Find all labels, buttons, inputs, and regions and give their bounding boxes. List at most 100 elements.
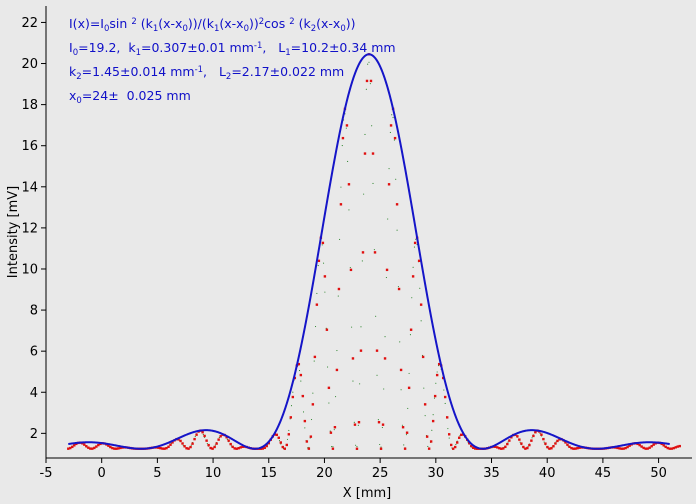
green-data-point <box>392 117 394 119</box>
red-data-point <box>83 443 86 446</box>
green-data-point <box>385 276 387 279</box>
red-data-point <box>409 328 413 331</box>
y-tick-label: 22 <box>21 16 38 31</box>
red-data-point <box>566 443 569 446</box>
x-tick-label: -5 <box>40 466 53 481</box>
red-data-point <box>299 373 303 377</box>
red-data-point <box>496 446 499 449</box>
red-data-point <box>472 446 475 449</box>
red-data-point <box>550 447 553 450</box>
green-data-point <box>356 445 358 448</box>
red-data-point <box>546 445 549 449</box>
red-data-point <box>640 445 643 448</box>
green-data-point <box>379 443 381 446</box>
red-data-point <box>337 287 341 291</box>
red-data-point <box>211 447 214 450</box>
red-data-point <box>281 445 284 449</box>
red-data-point <box>393 136 397 140</box>
red-data-point <box>437 362 441 366</box>
red-data-point <box>261 447 264 450</box>
green-data-point <box>323 262 325 264</box>
red-data-point <box>117 447 120 450</box>
green-data-point <box>393 139 395 141</box>
red-data-point <box>435 373 439 377</box>
red-data-point <box>291 395 295 399</box>
red-data-point <box>646 447 649 450</box>
red-data-point <box>207 443 210 447</box>
red-data-point <box>111 446 114 450</box>
y-tick-label: 12 <box>21 221 38 236</box>
green-data-point <box>316 292 318 294</box>
green-data-point <box>339 238 341 240</box>
red-data-point <box>91 447 94 450</box>
green-data-point <box>314 326 317 328</box>
y-tick-label: 16 <box>21 139 38 154</box>
red-data-point <box>93 446 96 450</box>
green-data-point <box>317 265 319 267</box>
green-data-point <box>335 396 337 398</box>
envelope-fit-line <box>68 53 670 450</box>
red-data-point <box>622 447 625 450</box>
red-data-point <box>433 394 437 398</box>
plot-area: 2 4 6 8 10 12 14 16 18 20 22 -5 0 5 10 15 20 25 30 35 40 45 5… <box>21 6 692 481</box>
red-data-point <box>458 436 461 439</box>
green-data-point <box>369 83 371 85</box>
y-tick-label: 10 <box>21 262 38 277</box>
green-data-point <box>302 411 305 413</box>
red-data-point <box>620 447 623 450</box>
green-data-point <box>355 444 357 446</box>
green-data-point <box>348 209 350 211</box>
y-ticks: 2 4 6 8 10 12 14 16 18 20 22 <box>21 16 46 442</box>
red-data-point <box>522 445 525 449</box>
red-data-point <box>363 152 367 155</box>
fit-annotation: I(x)=I0sin 2 (k1(x-x0))/(k1(x-x0))2cos 2… <box>69 16 396 106</box>
x-tick-label: 5 <box>153 466 161 481</box>
green-data-point <box>408 372 410 374</box>
red-data-point <box>165 446 168 450</box>
y-tick-label: 6 <box>30 345 38 360</box>
x-tick-label: 10 <box>205 466 222 481</box>
green-data-point <box>313 360 315 362</box>
red-data-point <box>353 423 357 426</box>
red-data-point <box>69 446 72 450</box>
green-data-point <box>381 426 383 429</box>
red-data-point <box>301 394 305 398</box>
green-data-point <box>420 320 422 322</box>
red-data-point <box>407 386 411 390</box>
red-data-point <box>628 444 631 447</box>
y-tick-label: 18 <box>21 98 38 113</box>
red-data-point <box>97 443 100 447</box>
green-data-point <box>400 389 402 391</box>
red-data-point <box>227 439 230 442</box>
red-data-point <box>357 421 361 424</box>
red-data-point <box>177 438 180 441</box>
green-data-point <box>368 61 370 63</box>
red-data-point <box>510 436 513 439</box>
red-data-point <box>375 349 379 352</box>
green-data-point <box>340 186 342 188</box>
red-data-point <box>387 183 391 186</box>
green-data-point <box>389 131 391 134</box>
red-data-point <box>161 447 164 450</box>
green-data-point <box>437 365 440 367</box>
x-tick-label: 50 <box>650 466 667 481</box>
red-data-point <box>345 124 349 127</box>
red-data-point <box>638 443 641 447</box>
red-data-point <box>576 446 579 450</box>
green-data-point <box>383 388 385 390</box>
green-data-point <box>288 429 290 431</box>
green-data-point <box>396 229 398 231</box>
red-data-point <box>518 438 521 441</box>
red-data-point <box>275 433 278 436</box>
red-data-point <box>369 79 373 83</box>
red-data-point <box>504 445 507 449</box>
green-data-point <box>431 429 433 431</box>
red-data-point <box>540 433 543 436</box>
green-data-point <box>447 428 449 430</box>
green-data-point <box>373 249 375 251</box>
red-data-point <box>556 439 559 443</box>
green-data-point <box>336 350 338 352</box>
red-data-point <box>67 447 70 450</box>
red-data-point <box>263 446 266 449</box>
green-data-point <box>423 387 425 389</box>
